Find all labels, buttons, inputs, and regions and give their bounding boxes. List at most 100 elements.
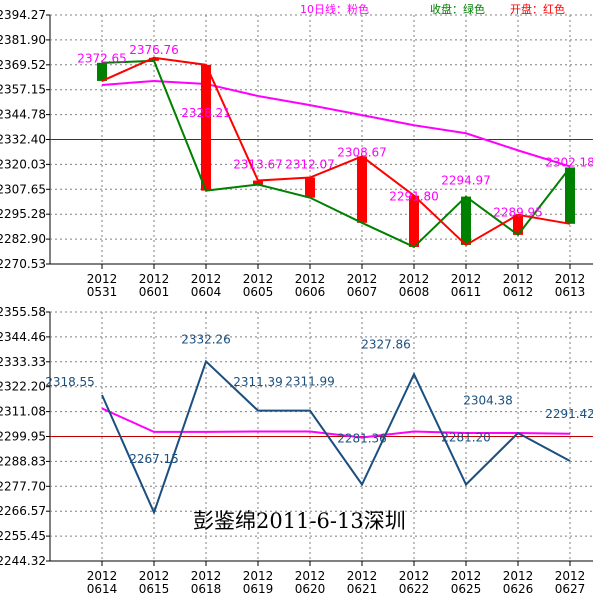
bottom-y-tick-label: 2355.58 [0, 305, 46, 319]
bottom-x-tick-label: 0622 [399, 582, 430, 593]
top-x-tick-label: 0608 [399, 285, 430, 299]
bottom-data-label: 2318.55 [45, 375, 95, 389]
bottom-x-tick-label: 2012 [399, 569, 430, 583]
top-close-line [101, 59, 571, 249]
top-y-tick-label: 2344.78 [0, 108, 46, 122]
bottom-y-tick-label: 2255.45 [0, 529, 46, 543]
bottom-x-tick-label: 2012 [503, 569, 534, 583]
top-y-tick-label: 2282.90 [0, 232, 46, 246]
top-data-label: 2302.18 [545, 155, 593, 169]
bottom-ma10-line [101, 407, 571, 439]
top-y-tick-label: 2295.28 [0, 207, 46, 221]
top-x-tick-label: 2012 [399, 272, 430, 286]
top-y-tick-label: 2394.27 [0, 8, 46, 22]
top-x-tick-label: 2012 [191, 272, 222, 286]
top-ma10-line [101, 79, 571, 168]
bottom-data-label: 2291.42 [545, 407, 593, 421]
top-x-tick-label: 2012 [295, 272, 326, 286]
bottom-x-tick-label: 0614 [87, 582, 118, 593]
top-data-label: 2372.65 [77, 52, 127, 66]
bottom-x-tick-label: 2012 [451, 569, 482, 583]
bottom-x-tick-label: 0625 [451, 582, 482, 593]
caption: 彭鉴绵2011-6-13深圳 [193, 509, 406, 533]
bottom-x-tick-label: 0615 [139, 582, 170, 593]
top-x-tick-label: 2012 [503, 272, 534, 286]
top-y-tick-label: 2369.52 [0, 58, 46, 72]
bottom-data-label: 2327.86 [361, 338, 411, 352]
top-data-label: 2328.21 [181, 106, 231, 120]
top-x-tick-label: 0607 [347, 285, 378, 299]
top-x-tick-label: 0531 [87, 285, 118, 299]
bottom-y-tick-label: 2322.20 [0, 380, 46, 394]
top-x-tick-label: 2012 [243, 272, 274, 286]
top-y-tick-label: 2381.90 [0, 33, 46, 47]
bottom-y-tick-label: 2288.83 [0, 454, 46, 468]
top-data-label: 2294.97 [441, 174, 491, 188]
candle [201, 64, 211, 191]
top-data-label: 2376.76 [129, 43, 179, 57]
candle [409, 195, 419, 247]
bottom-y-tick-label: 2277.70 [0, 479, 46, 493]
candle [565, 167, 575, 224]
bottom-x-tick-label: 0618 [191, 582, 222, 593]
legend-open: 开盘：红色 [510, 2, 565, 16]
top-data-label: 2313.67 [233, 157, 283, 171]
top-x-tick-label: 0613 [555, 285, 586, 299]
bottom-x-tick-label: 2012 [191, 569, 222, 583]
bottom-x-tick-label: 2012 [295, 569, 326, 583]
top-x-tick-label: 0611 [451, 285, 482, 299]
candle [357, 156, 367, 223]
top-y-tick-label: 2357.15 [0, 83, 46, 97]
bottom-x-tick-label: 2012 [87, 569, 118, 583]
bottom-y-tick-label: 2333.33 [0, 355, 46, 369]
candle [513, 214, 523, 235]
candle [97, 62, 107, 81]
legend-ma: 10日线：粉色 [300, 2, 369, 16]
bottom-y-tick-label: 2244.32 [0, 554, 46, 568]
top-x-tick-label: 0601 [139, 285, 170, 299]
top-y-tick-label: 2307.65 [0, 182, 46, 196]
top-y-tick-label: 2320.03 [0, 157, 46, 171]
bottom-x-tick-label: 2012 [347, 569, 378, 583]
candle [461, 196, 471, 245]
top-data-label: 2312.07 [285, 157, 335, 171]
top-x-tick-label: 2012 [555, 272, 586, 286]
top-x-tick-label: 2012 [139, 272, 170, 286]
bottom-data-label: 2311.99 [285, 375, 335, 389]
top-open-line [101, 56, 571, 247]
top-x-tick-label: 0605 [243, 285, 274, 299]
bottom-data-label: 2281.20 [441, 431, 491, 445]
top-data-label: 2289.95 [493, 206, 543, 220]
top-x-tick-label: 0606 [295, 285, 326, 299]
bottom-x-tick-label: 2012 [139, 569, 170, 583]
bottom-y-tick-label: 2344.46 [0, 330, 46, 344]
top-y-tick-label: 2332.40 [0, 133, 46, 147]
legend-close: 收盘：绿色 [430, 2, 485, 16]
top-data-label: 2308.67 [337, 145, 387, 159]
bottom-panel: 2355.58 2344.46 2333.33 2322.20 2311.08 2299.… [0, 305, 593, 593]
candle [253, 180, 263, 185]
bottom-data-label: 2332.26 [181, 333, 231, 347]
bottom-x-tick-label: 2012 [555, 569, 586, 583]
top-x-tick-label: 0612 [503, 285, 534, 299]
top-x-tick-label: 2012 [347, 272, 378, 286]
top-data-label: 2291.80 [389, 190, 439, 204]
bottom-x-tick-label: 0621 [347, 582, 378, 593]
candle [149, 57, 159, 61]
bottom-x-tick-label: 2012 [243, 569, 274, 583]
bottom-y-tick-label: 2311.08 [0, 405, 46, 419]
candle [305, 177, 315, 198]
bottom-data-label: 2281.36 [337, 432, 387, 446]
bottom-y-tick-label: 2299.95 [0, 430, 46, 444]
bottom-x-tick-label: 0620 [295, 582, 326, 593]
bottom-y-tick-label: 2266.57 [0, 504, 46, 518]
bottom-x-tick-label: 0626 [503, 582, 534, 593]
top-x-tick-label: 2012 [87, 272, 118, 286]
top-y-tick-label: 2270.53 [0, 257, 46, 271]
bottom-x-tick-label: 0627 [555, 582, 586, 593]
top-panel: 2394.27 2381.90 2369.52 2357.15 2344.78 2332.… [0, 8, 593, 299]
bottom-data-label: 2267.15 [129, 452, 179, 466]
bottom-data-label: 2304.38 [463, 394, 513, 408]
bottom-data-label: 2311.39 [233, 375, 283, 389]
